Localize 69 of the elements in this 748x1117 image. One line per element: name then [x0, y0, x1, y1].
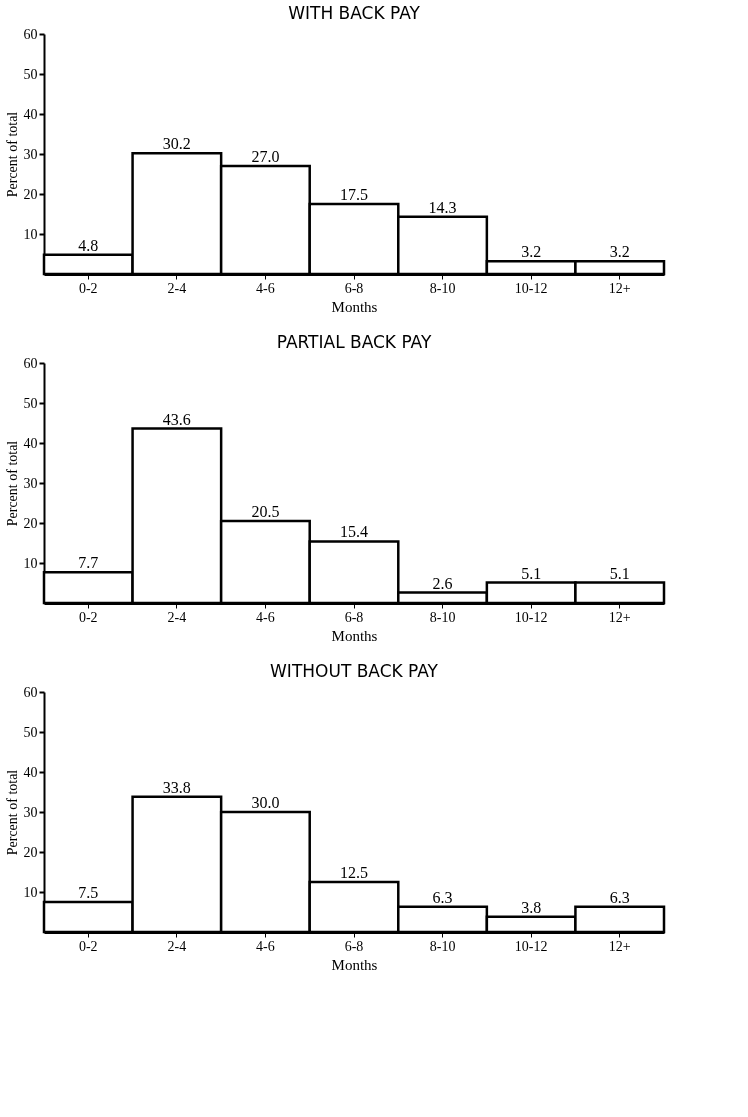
- y-tick-label: 20: [23, 515, 38, 531]
- data-label: 14.3: [428, 198, 457, 216]
- x-axis-title: Months: [331, 956, 378, 973]
- x-tick-label: 12+: [608, 609, 631, 625]
- x-tick-label: 10-12: [514, 938, 548, 954]
- data-label: 4.8: [78, 236, 99, 254]
- y-tick-label: 40: [23, 764, 38, 780]
- y-tick-label: 50: [23, 724, 38, 740]
- y-tick-label: 40: [23, 106, 38, 122]
- y-tick-label: 20: [23, 844, 38, 860]
- data-label: 43.6: [162, 410, 191, 428]
- y-axis-title: Percent of total: [4, 769, 20, 856]
- x-tick-label: 8-10: [429, 280, 456, 296]
- x-tick-label: 6-8: [344, 280, 364, 296]
- data-label: 30.2: [162, 135, 191, 153]
- data-label: 5.1: [609, 564, 630, 582]
- data-label: 2.6: [432, 574, 453, 592]
- data-label: 6.3: [609, 888, 630, 906]
- data-label: 3.8: [521, 898, 542, 916]
- data-label: 20.5: [251, 503, 280, 520]
- x-tick-label: 2-4: [167, 609, 187, 625]
- data-label: 7.7: [78, 554, 99, 572]
- y-tick-label: 30: [23, 804, 38, 820]
- y-tick-label: 60: [23, 684, 38, 700]
- data-label: 7.5: [78, 884, 99, 901]
- chart-title: PARTIAL BACK PAY: [276, 332, 432, 352]
- x-tick-label: 0-2: [78, 280, 98, 296]
- y-tick-label: 10: [23, 555, 38, 571]
- x-tick-label: 2-4: [167, 938, 187, 954]
- x-tick-label: 4-6: [256, 280, 275, 296]
- data-label: 5.1: [521, 564, 542, 582]
- data-label: 30.0: [251, 794, 280, 811]
- y-tick-label: 50: [23, 66, 38, 82]
- x-tick-label: 10-12: [514, 609, 548, 625]
- y-tick-label: 10: [23, 226, 38, 242]
- x-tick-label: 0-2: [78, 609, 98, 625]
- x-tick-label: 0-2: [78, 938, 98, 954]
- chart-title: WITHOUT BACK PAY: [270, 661, 439, 681]
- y-tick-label: 60: [23, 355, 38, 371]
- x-tick-label: 4-6: [256, 938, 275, 954]
- y-tick-label: 40: [23, 435, 38, 451]
- x-axis-title: Months: [331, 298, 378, 315]
- x-tick-label: 12+: [608, 938, 631, 954]
- y-axis-title: Percent of total: [4, 111, 20, 198]
- x-tick-label: 4-6: [256, 609, 275, 625]
- x-tick-label: 10-12: [514, 280, 548, 296]
- data-label: 17.5: [340, 186, 368, 203]
- data-label: 12.5: [340, 864, 368, 881]
- data-label: 3.2: [609, 243, 630, 261]
- chart-title: WITH BACK PAY: [288, 3, 421, 23]
- x-tick-label: 8-10: [429, 609, 456, 625]
- data-label: 3.2: [521, 243, 542, 261]
- y-tick-label: 50: [23, 395, 38, 411]
- y-tick-label: 60: [23, 26, 38, 42]
- y-tick-label: 30: [23, 146, 38, 162]
- y-axis-title: Percent of total: [4, 440, 20, 527]
- x-tick-label: 6-8: [344, 609, 364, 625]
- data-label: 27.0: [251, 148, 280, 165]
- data-label: 6.3: [432, 888, 453, 906]
- y-tick-label: 30: [23, 475, 38, 491]
- x-tick-label: 12+: [608, 280, 631, 296]
- y-tick-label: 10: [23, 884, 38, 900]
- x-tick-label: 2-4: [167, 280, 187, 296]
- data-label: 15.4: [340, 523, 368, 541]
- x-tick-label: 6-8: [344, 938, 364, 954]
- x-tick-label: 8-10: [429, 938, 456, 954]
- data-label: 33.8: [162, 778, 191, 796]
- y-tick-label: 20: [23, 186, 38, 202]
- x-axis-title: Months: [331, 627, 378, 644]
